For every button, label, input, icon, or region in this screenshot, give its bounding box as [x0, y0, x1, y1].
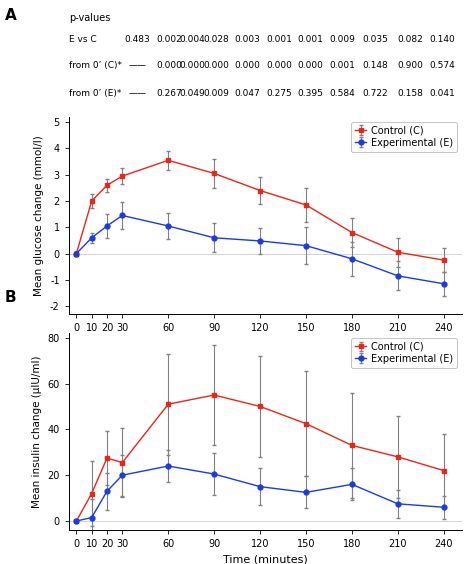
Text: 0.584: 0.584 [329, 89, 355, 98]
Text: 0.000: 0.000 [266, 61, 292, 70]
Text: 0.574: 0.574 [429, 61, 456, 70]
Text: E vs C: E vs C [69, 36, 96, 45]
Text: 0.041: 0.041 [429, 89, 456, 98]
Y-axis label: Mean insulin change (μIU/ml): Mean insulin change (μIU/ml) [32, 355, 42, 508]
Text: 0.082: 0.082 [397, 36, 423, 45]
Text: 0.000: 0.000 [156, 61, 182, 70]
Text: 0.148: 0.148 [363, 61, 389, 70]
Text: ——: —— [128, 89, 146, 98]
Text: 0.001: 0.001 [266, 36, 292, 45]
Text: 0.722: 0.722 [363, 89, 388, 98]
Text: 0.009: 0.009 [203, 89, 229, 98]
Text: 0.001: 0.001 [298, 36, 324, 45]
Text: p-values: p-values [69, 13, 110, 23]
Text: 0.047: 0.047 [235, 89, 261, 98]
X-axis label: Time (minutes): Time (minutes) [223, 555, 308, 564]
Text: 0.395: 0.395 [298, 89, 324, 98]
Text: 0.140: 0.140 [429, 36, 456, 45]
Text: 0.483: 0.483 [125, 36, 150, 45]
Text: 0.000: 0.000 [180, 61, 206, 70]
Text: ——: —— [128, 61, 146, 70]
Text: A: A [5, 8, 17, 24]
Text: from 0’ (C)*: from 0’ (C)* [69, 61, 122, 70]
Legend: Control (C), Experimental (E): Control (C), Experimental (E) [351, 338, 457, 368]
Text: 0.035: 0.035 [363, 36, 389, 45]
Text: 0.000: 0.000 [203, 61, 229, 70]
Text: 0.028: 0.028 [203, 36, 229, 45]
Text: 0.001: 0.001 [329, 61, 355, 70]
Text: from 0’ (E)*: from 0’ (E)* [69, 89, 121, 98]
Text: 0.049: 0.049 [180, 89, 206, 98]
Legend: Control (C), Experimental (E): Control (C), Experimental (E) [351, 122, 457, 152]
Text: 0.158: 0.158 [397, 89, 423, 98]
Text: 0.000: 0.000 [235, 61, 261, 70]
Text: 0.004: 0.004 [180, 36, 206, 45]
Text: 0.275: 0.275 [266, 89, 292, 98]
Text: 0.003: 0.003 [235, 36, 261, 45]
Text: 0.000: 0.000 [298, 61, 324, 70]
Text: 0.009: 0.009 [329, 36, 355, 45]
Text: B: B [5, 290, 17, 306]
Text: 0.002: 0.002 [156, 36, 182, 45]
Y-axis label: Mean glucose change (mmol/l): Mean glucose change (mmol/l) [35, 135, 45, 296]
Text: 0.900: 0.900 [397, 61, 423, 70]
Text: 0.267: 0.267 [156, 89, 182, 98]
X-axis label: Time (minutes): Time (minutes) [223, 338, 308, 349]
